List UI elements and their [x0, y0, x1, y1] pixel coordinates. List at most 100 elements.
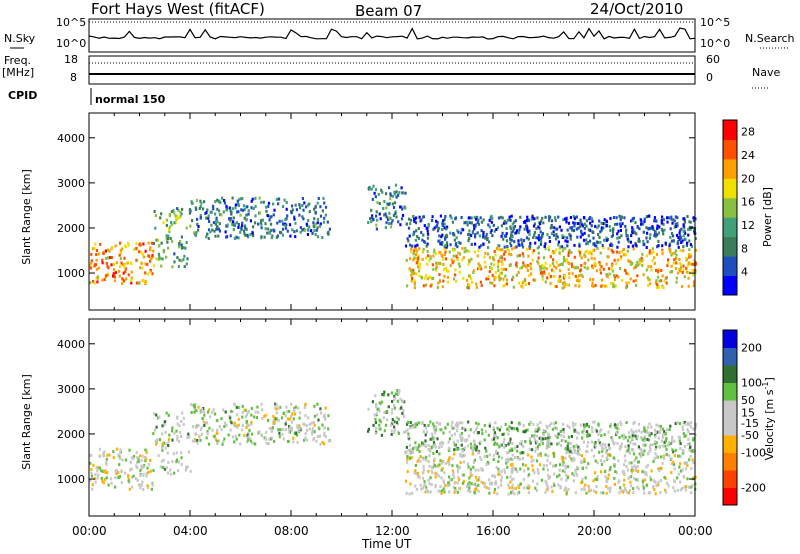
- scatter-cell: [244, 415, 248, 419]
- scatter-cell: [676, 271, 680, 275]
- scatter-cell: [475, 485, 478, 489]
- colorbar-tick-label: 15: [741, 406, 755, 419]
- scatter-cell: [186, 465, 189, 469]
- scatter-cell: [574, 491, 577, 495]
- scatter-cell: [328, 439, 331, 443]
- scatter-cell: [636, 260, 639, 264]
- scatter-cell: [137, 483, 141, 487]
- scatter-cell: [417, 236, 420, 240]
- scatter-cell: [536, 429, 539, 433]
- scatter-cell: [185, 241, 188, 244]
- scatter-cell: [674, 256, 677, 260]
- scatter-cell: [583, 253, 586, 257]
- scatter-cell: [586, 249, 589, 253]
- scatter-cell: [160, 459, 163, 463]
- scatter-cell: [229, 218, 232, 222]
- scatter-cell: [487, 246, 490, 249]
- scatter-cell: [626, 439, 630, 443]
- scatter-cell: [688, 255, 691, 259]
- scatter-cell: [555, 427, 559, 431]
- scatter-cell: [503, 470, 506, 474]
- scatter-cell: [165, 237, 168, 241]
- scatter-cell: [605, 284, 608, 288]
- scatter-cell: [498, 428, 501, 432]
- scatter-cell: [655, 423, 658, 427]
- scatter-cell: [433, 457, 436, 461]
- scatter-cell: [681, 468, 684, 472]
- scatter-cell: [408, 457, 411, 461]
- scatter-cell: [316, 221, 319, 225]
- scatter-cell: [456, 490, 459, 494]
- scatter-cell: [168, 225, 171, 229]
- scatter-cell: [613, 278, 617, 281]
- scatter-cell: [528, 447, 531, 451]
- scatter-cell: [502, 267, 505, 271]
- scatter-cell: [671, 221, 674, 225]
- scatter-cell: [680, 469, 683, 473]
- scatter-cell: [505, 278, 508, 282]
- scatter-cell: [440, 492, 443, 495]
- scatter-cell: [688, 458, 691, 462]
- scatter-cell: [313, 217, 316, 221]
- scatter-cell: [457, 241, 460, 244]
- scatter-cell: [475, 217, 478, 221]
- scatter-cell: [211, 204, 215, 208]
- scatter-cell: [374, 431, 377, 435]
- scatter-cell: [679, 266, 683, 270]
- scatter-cell: [410, 250, 413, 254]
- scatter-cell: [461, 421, 464, 425]
- scatter-cell: [615, 471, 618, 475]
- scatter-cell: [157, 454, 160, 458]
- scatter-cell: [526, 486, 529, 490]
- scatter-cell: [380, 188, 383, 192]
- scatter-cell: [95, 258, 98, 262]
- scatter-cell: [537, 256, 540, 260]
- scatter-cell: [138, 281, 141, 285]
- scatter-cell: [139, 474, 142, 477]
- scatter-cell: [556, 227, 559, 231]
- scatter-cell: [398, 191, 401, 195]
- scatter-cell: [524, 463, 527, 467]
- scatter-cell: [682, 450, 685, 454]
- scatter-cell: [518, 266, 522, 270]
- scatter-cell: [218, 209, 221, 213]
- scatter-cell: [326, 231, 329, 235]
- scatter-cell: [584, 476, 587, 480]
- scatter-cell: [512, 466, 515, 470]
- scatter-cell: [233, 423, 237, 427]
- scatter-cell: [437, 239, 440, 243]
- scatter-cell: [411, 424, 414, 427]
- scatter-cell: [391, 407, 394, 411]
- scatter-cell: [416, 475, 419, 478]
- scatter-cell: [606, 453, 610, 457]
- scatter-cell: [381, 190, 384, 194]
- scatter-cell: [327, 414, 330, 418]
- scatter-cell: [590, 252, 593, 256]
- scatter-cell: [319, 205, 322, 209]
- scatter-cell: [478, 266, 481, 270]
- scatter-cell: [489, 266, 492, 270]
- scatter-cell: [413, 249, 416, 253]
- scatter-cell: [214, 222, 217, 226]
- scatter-cell: [103, 278, 106, 281]
- scatter-cell: [240, 428, 244, 432]
- scatter-cell: [119, 249, 122, 252]
- scatter-cell: [557, 243, 560, 247]
- scatter-cell: [628, 476, 631, 480]
- scatter-cell: [303, 438, 306, 442]
- scatter-cell: [649, 448, 652, 452]
- scatter-cell: [438, 489, 441, 493]
- scatter-cell: [236, 413, 239, 417]
- scatter-cell: [102, 451, 105, 455]
- scatter-cell: [644, 430, 647, 434]
- scatter-cell: [259, 221, 262, 225]
- scatter-cell: [175, 429, 178, 433]
- scatter-cell: [561, 282, 565, 285]
- scatter-cell: [434, 445, 438, 449]
- scatter-cell: [480, 284, 483, 288]
- scatter-cell: [217, 234, 220, 238]
- scatter-cell: [676, 242, 679, 246]
- scatter-cell: [637, 445, 640, 449]
- scatter-cell: [496, 436, 499, 440]
- scatter-cell: [89, 281, 92, 285]
